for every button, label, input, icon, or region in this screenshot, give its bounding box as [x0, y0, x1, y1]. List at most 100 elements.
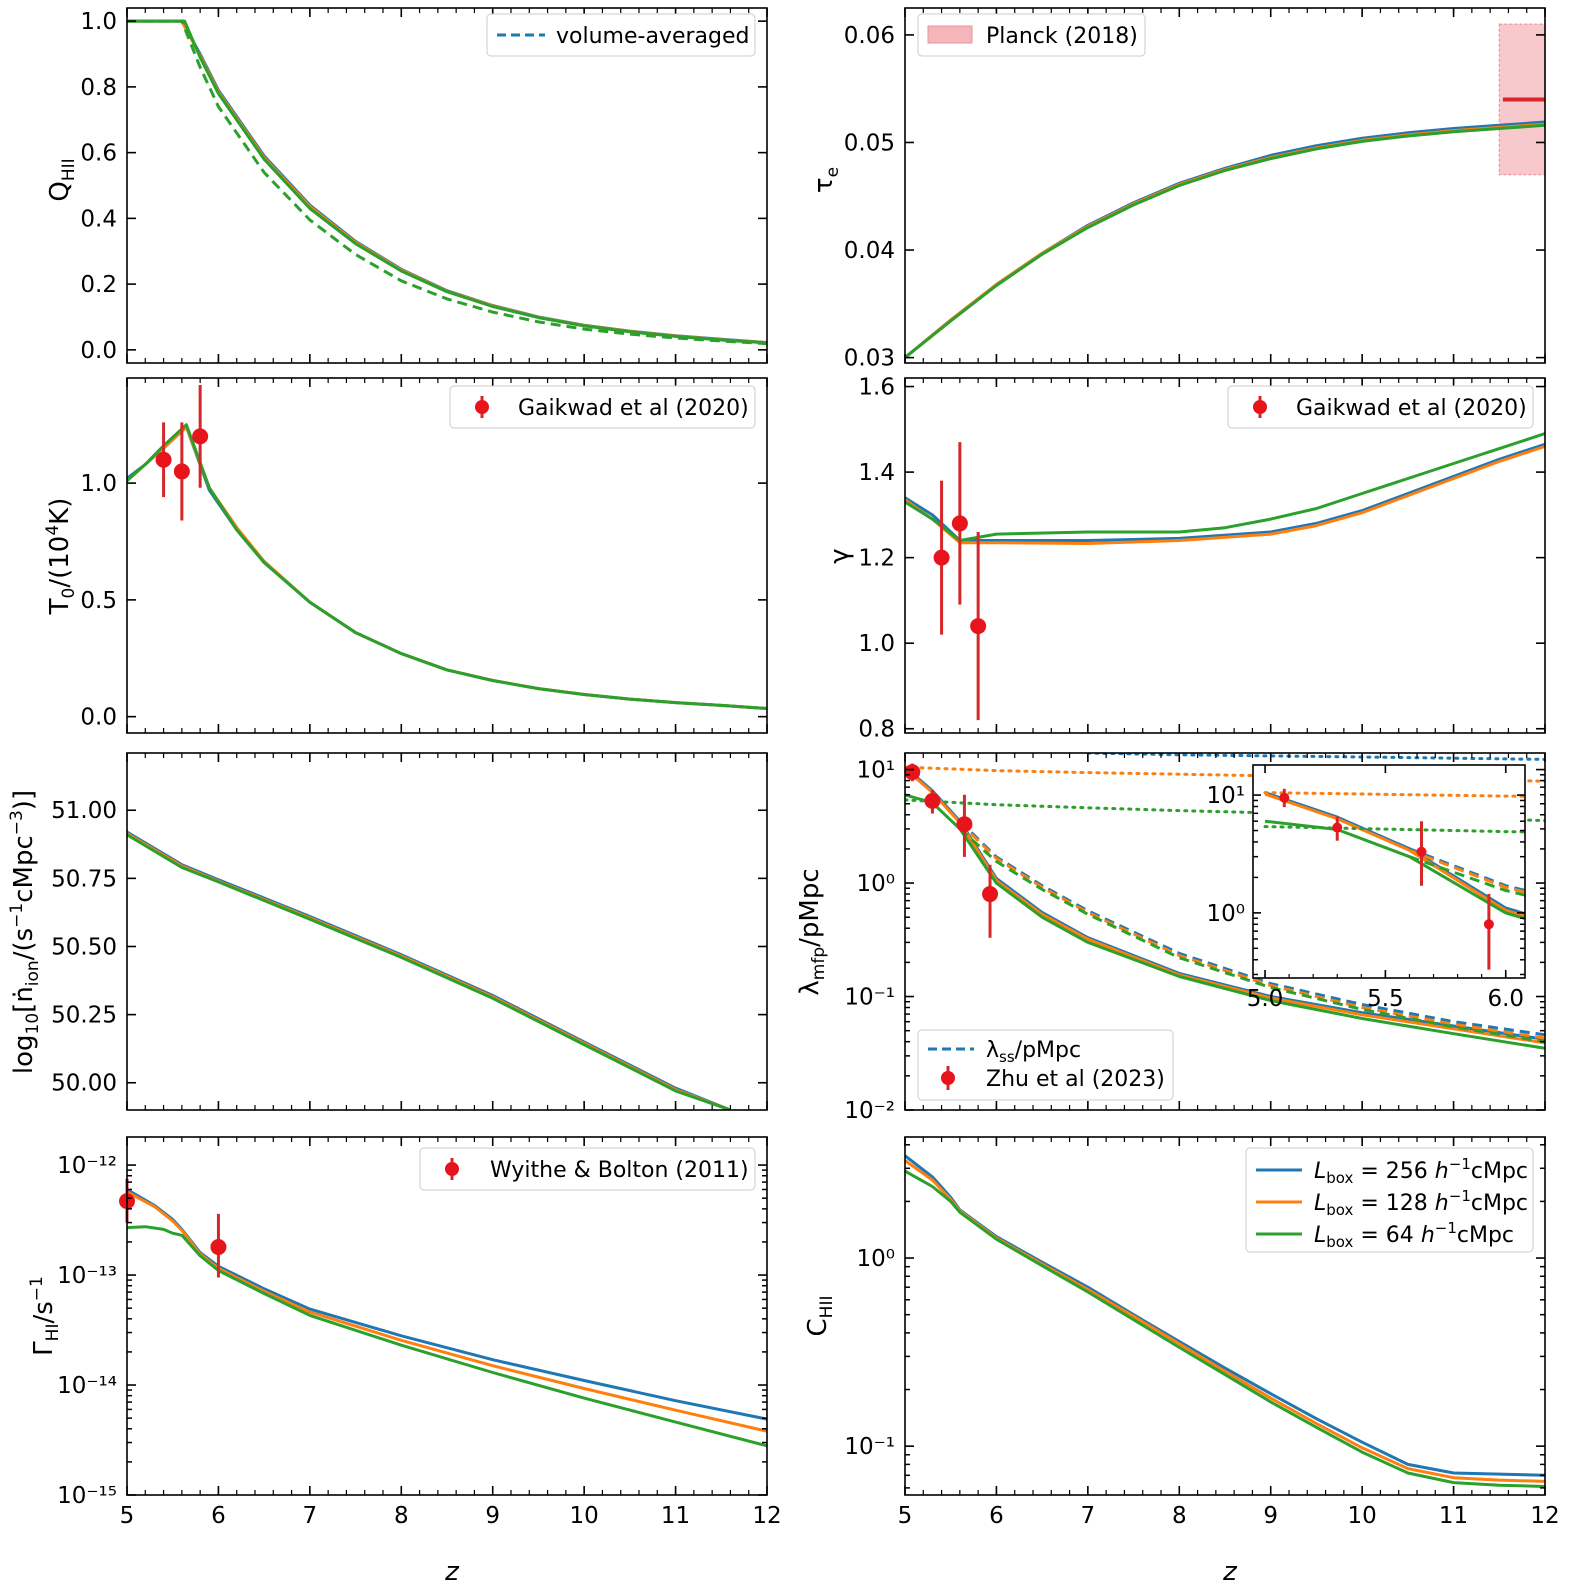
- svg-text:Gaikwad et al (2020): Gaikwad et al (2020): [1296, 396, 1527, 421]
- tau-frame: [904, 7, 1546, 364]
- ylabel-gamma: γ: [825, 548, 855, 563]
- legend-qhii: volume-averaged: [486, 13, 756, 57]
- ytick-label: 1.0: [80, 9, 117, 35]
- gamma-point-2: [970, 618, 987, 635]
- xtick-label: 7: [1081, 1503, 1096, 1529]
- legend-tau: Planck (2018): [917, 13, 1146, 57]
- svg-text:volume-averaged: volume-averaged: [556, 24, 749, 49]
- xtick-label: 5: [120, 1503, 135, 1529]
- ytick-label: 10¹: [857, 758, 896, 784]
- panel-mfp: 10⁻² 10⁻¹ 10⁰ 10¹ 5.0 5.5 6.0 10⁰ 10¹: [844, 752, 1546, 1124]
- ylabel-mfp: λmfp/pMpc: [795, 868, 829, 995]
- ytick-label: 0.4: [80, 206, 117, 232]
- inset-series-2: [1264, 819, 1525, 921]
- inset-point-0: [1279, 792, 1290, 803]
- inset-point-1: [1332, 822, 1343, 833]
- mfp-series-8: [905, 798, 1545, 823]
- mfp-series-2: [905, 793, 1545, 1050]
- svg-text:Lbox = 128 h−1cMpc: Lbox = 128 h−1cMpc: [1314, 1187, 1528, 1219]
- ytick-label: 10⁻¹⁵: [57, 1483, 117, 1509]
- gamma-point-1: [951, 515, 968, 532]
- ytick-label: 1.4: [858, 460, 895, 486]
- ytick-label: 0.0: [80, 338, 117, 364]
- gamma-frame: [904, 377, 1546, 734]
- ytick-label: 10⁰: [857, 871, 896, 897]
- tau-series-2: [905, 123, 1545, 359]
- panel-t0: 0.0 0.5 1.0: [80, 377, 768, 734]
- ylabel-nion: log10[ṅion/(s−1cMpc−3)]: [7, 790, 43, 1074]
- inset-series-1: [1264, 792, 1525, 918]
- ytick-label: 50.25: [51, 1003, 117, 1029]
- nion-series-2: [127, 833, 731, 1110]
- legend-gamma: Gaikwad et al (2020): [1227, 385, 1534, 429]
- xlabel-left: z: [444, 1557, 460, 1585]
- xlabel-right: z: [1222, 1557, 1238, 1585]
- ytick-label: 1.2: [858, 546, 895, 572]
- gamma_hi-point-1: [210, 1238, 227, 1255]
- inset-xtick-label: 5.0: [1247, 986, 1284, 1012]
- mfp-point-3: [982, 886, 999, 903]
- ytick-label: 51.00: [51, 798, 117, 824]
- ytick-label: 1.6: [858, 375, 895, 401]
- gamma-series-2: [905, 432, 1545, 542]
- mfp-series-5: [958, 827, 1545, 1044]
- svg-text:Gaikwad et al (2020): Gaikwad et al (2020): [518, 396, 749, 421]
- ytick-label: 0.8: [858, 717, 895, 743]
- inset-xtick-label: 6.0: [1487, 986, 1524, 1012]
- svg-text:Wyithe & Bolton (2011): Wyithe & Bolton (2011): [490, 1158, 749, 1183]
- ytick-label: 50.75: [51, 866, 117, 892]
- ytick-label: 1.0: [858, 631, 895, 657]
- xtick-label: 8: [394, 1503, 409, 1529]
- legend-t0: Gaikwad et al (2020): [449, 385, 756, 429]
- ytick-label: 0.04: [844, 238, 895, 264]
- inset-point-3: [1483, 919, 1494, 930]
- xtick-label: 10: [570, 1503, 599, 1529]
- xtick-label: 11: [661, 1503, 690, 1529]
- legend-box-sizes: Lbox = 256 h−1cMpc Lbox = 128 h−1cMpc Lb…: [1245, 1147, 1534, 1253]
- ytick-label: 10⁻²: [844, 1098, 895, 1124]
- inset-frame: [1252, 764, 1526, 979]
- ytick-label: 0.2: [80, 272, 117, 298]
- chii-frame: [904, 1136, 1546, 1496]
- ytick-label: 10⁻¹⁴: [57, 1373, 117, 1399]
- ytick-label: 10⁻¹³: [57, 1263, 117, 1289]
- mfp-inset: 5.0 5.5 6.0 10⁰ 10¹: [1207, 764, 1526, 1012]
- legend-mfp: λss/pMpc Zhu et al (2023): [917, 1029, 1174, 1101]
- inset-point-2: [1416, 846, 1427, 857]
- chii-series-2: [905, 1169, 1545, 1488]
- xtick-label: 12: [1530, 1503, 1559, 1529]
- ytick-label: 0.05: [844, 130, 895, 156]
- xtick-label: 8: [1172, 1503, 1187, 1529]
- inset-ytick-label: 10¹: [1207, 783, 1246, 809]
- xtick-label: 5: [898, 1503, 913, 1529]
- panel-gamma: 0.8 1.0 1.2 1.4 1.6: [858, 375, 1546, 743]
- legend-point-marker: [1253, 400, 1267, 414]
- mfp-frame: [904, 752, 1546, 1111]
- legend-gamma-hi: Wyithe & Bolton (2011): [419, 1147, 756, 1191]
- inset-background: [1253, 765, 1525, 978]
- gamma_hi-series-2: [127, 1225, 767, 1448]
- ytick-label: 0.0: [80, 705, 117, 731]
- xtick-label: 6: [989, 1503, 1004, 1529]
- t0-point-1: [173, 463, 190, 480]
- xtick-label: 12: [752, 1503, 781, 1529]
- xtick-label: 7: [303, 1503, 318, 1529]
- xtick-label: 10: [1348, 1503, 1377, 1529]
- xtick-label: 9: [1263, 1503, 1278, 1529]
- xtick-label: 6: [211, 1503, 226, 1529]
- ytick-label: 0.5: [80, 588, 117, 614]
- panel-tau: 0.03 0.04 0.05 0.06: [844, 7, 1546, 372]
- qhii-series-3: [127, 19, 767, 346]
- ylabel-gamma-hi: ΓHI/s−1: [27, 1276, 63, 1356]
- ytick-label: 0.03: [844, 346, 895, 372]
- ytick-label: 50.00: [51, 1071, 117, 1097]
- nion-frame: [126, 752, 768, 1111]
- ytick-label: 10⁻¹: [844, 1434, 895, 1460]
- ytick-label: 0.06: [844, 23, 895, 49]
- svg-text:Planck (2018): Planck (2018): [986, 24, 1138, 49]
- qhii-series-2: [127, 19, 767, 345]
- mfp-point-1: [924, 792, 941, 809]
- legend-point-marker: [475, 400, 489, 414]
- ytick-label: 1.0: [80, 471, 117, 497]
- t0-point-2: [192, 428, 209, 445]
